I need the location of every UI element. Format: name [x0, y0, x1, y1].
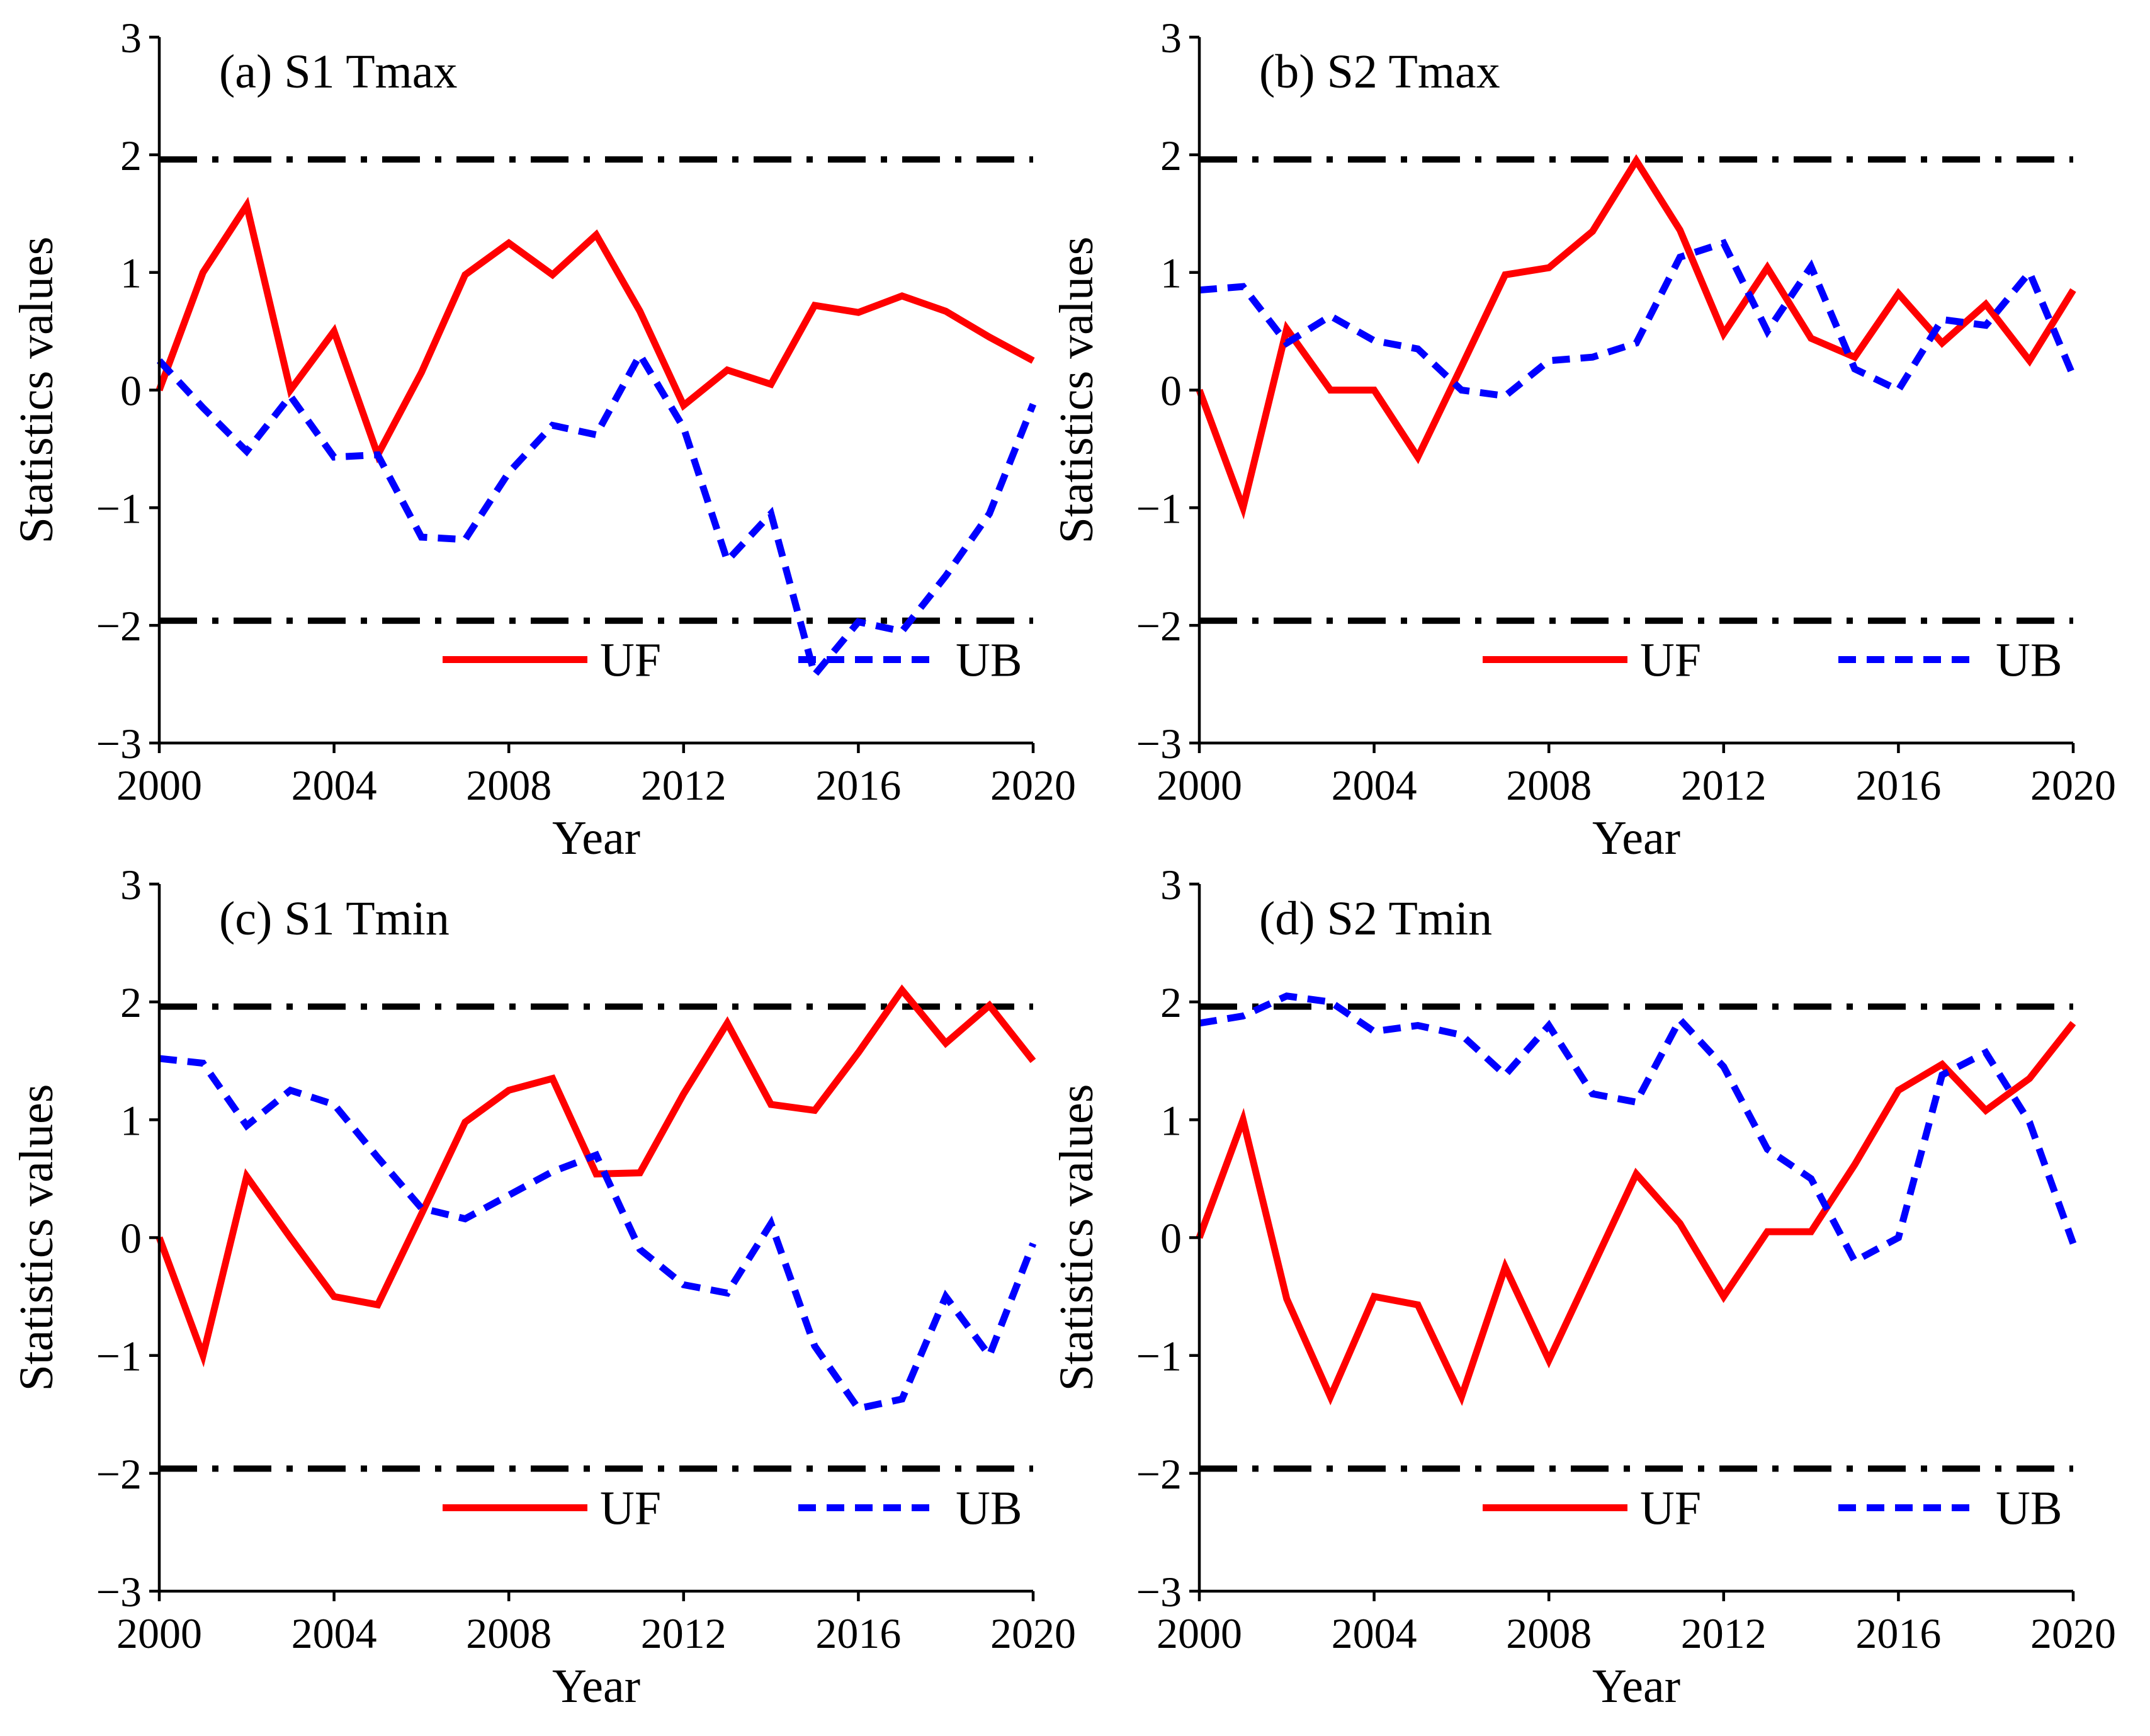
x-axis-label: Year — [552, 1660, 640, 1713]
y-axis-label: Statistics values — [10, 1084, 63, 1392]
x-tick-label: 2016 — [815, 761, 901, 809]
x-tick-label: 2008 — [1506, 761, 1592, 809]
legend: UF UB — [443, 634, 1022, 687]
y-tick-label: −1 — [96, 484, 142, 532]
x-tick-label: 2000 — [116, 1609, 202, 1657]
x-tick-label: 2020 — [990, 761, 1076, 809]
x-tick-label: 2000 — [1157, 761, 1242, 809]
x-tick-label: 2012 — [641, 761, 727, 809]
y-tick-label: −3 — [1136, 720, 1182, 768]
legend-label-uf: UF — [600, 634, 661, 687]
x-tick-label: 2008 — [466, 1609, 552, 1657]
legend-label-uf: UF — [1640, 634, 1701, 687]
x-tick-label: 2012 — [641, 1609, 727, 1657]
y-tick-label: 2 — [120, 132, 142, 179]
legend-label-ub: UB — [1996, 1482, 2062, 1535]
legend-label-ub: UB — [1996, 634, 2062, 687]
x-tick-label: 2008 — [466, 761, 552, 809]
legend: UF UB — [1483, 1482, 2062, 1535]
x-tick-label: 2020 — [2030, 1609, 2116, 1657]
series-line-uf — [156, 984, 1036, 1368]
series-line-uf — [156, 196, 1035, 463]
x-axis-label: Year — [552, 812, 640, 865]
y-axis-label: Statistics values — [1050, 1084, 1103, 1392]
y-tick-label: 1 — [1160, 1096, 1182, 1144]
series-line-ub — [156, 348, 1037, 683]
x-tick-label: 2004 — [1332, 761, 1417, 809]
y-tick-label: −3 — [96, 720, 142, 768]
legend-label-ub: UB — [956, 634, 1022, 687]
y-tick-label: −2 — [96, 1450, 142, 1498]
x-tick-label: 2000 — [116, 761, 202, 809]
x-tick-label: 2016 — [815, 1609, 901, 1657]
legend-label-uf: UF — [600, 1482, 661, 1535]
panel-title: (b) S2 Tmax — [1259, 45, 1500, 98]
y-axis-label: Statistics values — [1050, 237, 1103, 544]
y-tick-label: 3 — [120, 861, 142, 909]
x-tick-label: 2008 — [1506, 1609, 1592, 1657]
x-axis-label: Year — [1592, 812, 1680, 865]
y-tick-label: 1 — [120, 249, 142, 297]
y-tick-label: 0 — [1160, 367, 1182, 415]
panel-title: (c) S1 Tmin — [219, 892, 450, 945]
y-tick-label: −1 — [96, 1332, 142, 1380]
y-tick-label: 2 — [1160, 132, 1182, 179]
x-tick-label: 2004 — [1332, 1609, 1417, 1657]
x-tick-label: 2012 — [1681, 1609, 1767, 1657]
x-tick-label: 2020 — [990, 1609, 1076, 1657]
y-tick-label: −2 — [1136, 602, 1182, 650]
y-tick-label: −1 — [1136, 484, 1182, 532]
y-tick-label: −3 — [1136, 1568, 1182, 1616]
y-tick-label: −2 — [96, 602, 142, 650]
y-axis-label: Statistics values — [10, 237, 63, 544]
x-tick-label: 2020 — [2030, 761, 2116, 809]
y-tick-label: 1 — [120, 1096, 142, 1144]
y-tick-label: −3 — [96, 1568, 142, 1616]
y-tick-label: −2 — [1136, 1450, 1182, 1498]
y-tick-label: 3 — [1160, 861, 1182, 909]
series-line-ub — [1199, 992, 2077, 1266]
panel-title: (a) S1 Tmax — [219, 45, 458, 98]
series-line-uf — [1196, 154, 2076, 520]
y-tick-label: 2 — [1160, 979, 1182, 1026]
x-tick-label: 2016 — [1855, 1609, 1941, 1657]
y-tick-label: 0 — [120, 1215, 142, 1262]
series-line-uf — [1196, 1021, 2076, 1406]
x-tick-label: 2000 — [1157, 1609, 1242, 1657]
y-tick-label: −1 — [1136, 1332, 1182, 1380]
y-tick-label: 1 — [1160, 249, 1182, 297]
y-tick-label: 3 — [1160, 14, 1182, 62]
series-line-ub — [1199, 239, 2077, 400]
x-tick-label: 2004 — [291, 1609, 377, 1657]
x-tick-label: 2012 — [1681, 761, 1767, 809]
series-line-ub — [159, 1055, 1037, 1413]
x-tick-label: 2004 — [291, 761, 377, 809]
legend-label-uf: UF — [1640, 1482, 1701, 1535]
x-tick-label: 2016 — [1855, 761, 1941, 809]
panel-title: (d) S2 Tmin — [1259, 892, 1492, 945]
y-tick-label: 0 — [120, 367, 142, 415]
x-axis-label: Year — [1592, 1660, 1680, 1713]
y-tick-label: 2 — [120, 979, 142, 1026]
legend: UF UB — [443, 1482, 1022, 1535]
y-tick-label: 3 — [120, 14, 142, 62]
y-tick-label: 0 — [1160, 1215, 1182, 1262]
legend-label-ub: UB — [956, 1482, 1022, 1535]
legend: UF UB — [1483, 634, 2062, 687]
